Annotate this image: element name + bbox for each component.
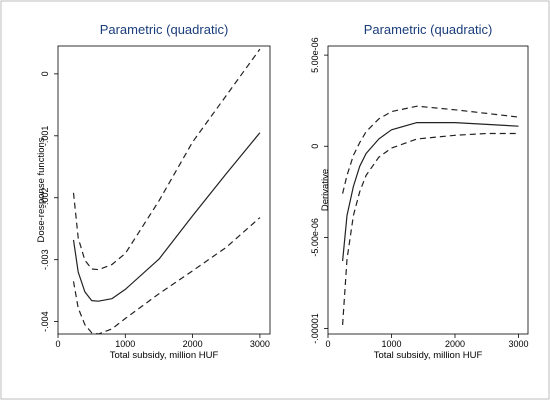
x-tick-label: 3000 [250,339,270,349]
series-confidence-band-line [72,48,261,271]
y-tick-label: -.002 [40,187,50,208]
y-tick-label: 0 [40,71,50,76]
y-tick-label: -.00001 [310,313,320,344]
x-tick-label: 1000 [115,339,135,349]
y-tick-label: 0 [310,144,320,149]
x-tick-label: 3000 [508,339,528,349]
y-tick-label: 5.00e-06 [310,37,320,73]
y-axis-label: Dose-response functions [36,137,47,242]
chart-title: Parametric (quadratic) [100,22,229,37]
x-tick-label: 2000 [445,339,465,349]
series-estimate-line [72,132,261,302]
y-tick-label: -.001 [40,126,50,147]
x-tick-label: 0 [325,339,330,349]
chart-panel-1: Parametric (quadratic) 0 1000 2000 3000 0 -.00… [6,6,276,392]
x-tick-label: 1000 [381,339,401,349]
plot-area [327,45,529,335]
y-tick-label: -.003 [40,249,50,270]
x-tick-label: 2000 [183,339,203,349]
x-axis-label: Total subsidy, million HUF [374,350,483,361]
series-confidence-band-line [342,132,519,325]
x-tick-label: 0 [55,339,60,349]
chart-panel-2: Parametric (quadratic) 0 1000 2000 3000 5.00e… [276,6,544,392]
chart-title: Parametric (quadratic) [364,22,493,37]
y-tick-label: -5.00e-06 [310,218,320,257]
series-confidence-band-line [342,105,519,194]
series-estimate-line [342,122,519,262]
plot-area [57,45,271,335]
y-axis-label: Derivative [320,169,331,211]
y-tick-label: -.004 [40,311,50,332]
x-axis-label: Total subsidy, million HUF [110,350,219,361]
